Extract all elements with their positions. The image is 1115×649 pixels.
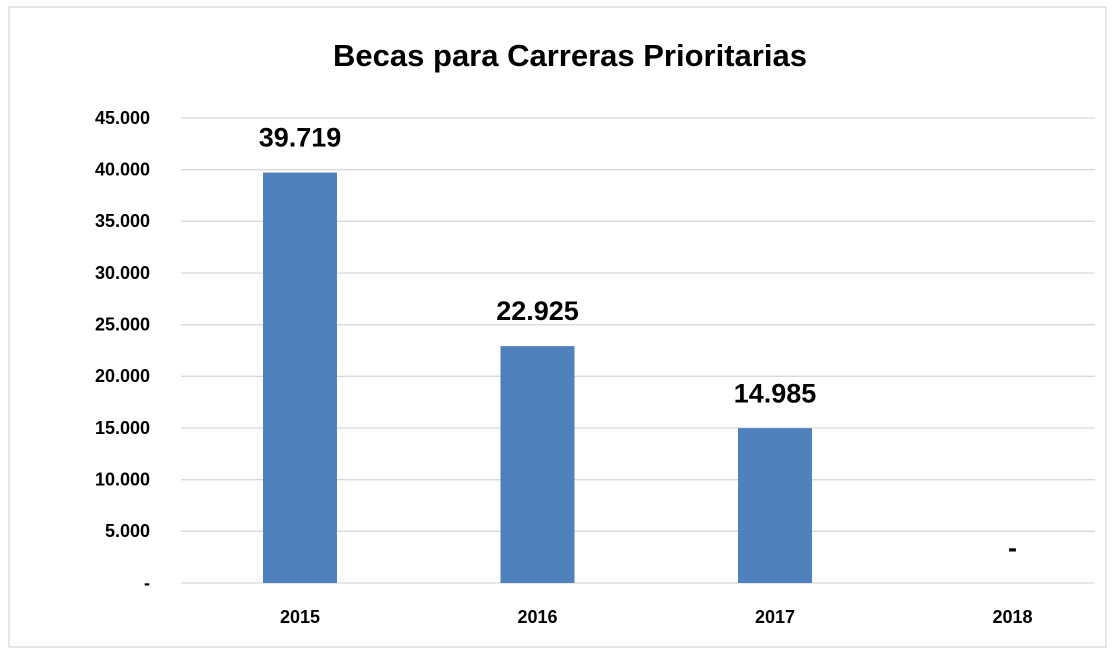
y-tick-label: 15.000	[95, 418, 150, 438]
y-tick-label: 35.000	[95, 211, 150, 231]
y-tick-label: 5.000	[105, 521, 150, 541]
value-label: 39.719	[259, 123, 342, 153]
y-tick-label: 30.000	[95, 263, 150, 283]
bar	[263, 172, 337, 584]
x-tick-label: 2017	[755, 607, 795, 627]
chart-title: Becas para Carreras Prioritarias	[333, 38, 807, 73]
bar	[738, 428, 812, 583]
y-tick-label: 45.000	[95, 108, 150, 128]
y-tick-label: -	[144, 573, 150, 593]
y-tick-label: 40.000	[95, 159, 150, 179]
value-label: 14.985	[734, 378, 817, 408]
x-tick-label: 2018	[992, 607, 1032, 627]
value-label: -	[1008, 533, 1017, 563]
x-tick-label: 2015	[280, 607, 320, 627]
y-tick-label: 20.000	[95, 366, 150, 386]
bar	[500, 346, 575, 583]
x-tick-label: 2016	[517, 607, 557, 627]
value-label: 22.925	[496, 296, 579, 326]
y-tick-label: 10.000	[95, 469, 150, 489]
y-tick-label: 25.000	[95, 314, 150, 334]
